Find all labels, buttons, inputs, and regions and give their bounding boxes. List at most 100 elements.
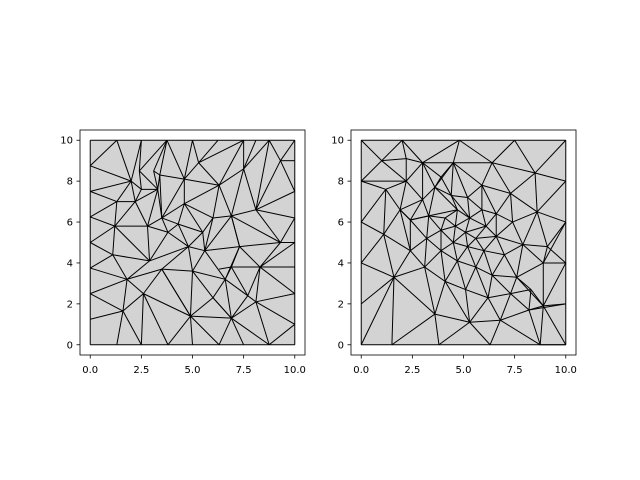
mesh-edge: [255, 209, 281, 243]
mesh-edge: [440, 225, 456, 231]
mesh-edge: [444, 217, 456, 227]
mesh-edge: [510, 293, 530, 311]
mesh-edge: [114, 201, 136, 227]
mesh-edge: [469, 321, 491, 346]
mesh-edge: [534, 172, 538, 212]
mesh-edge: [116, 180, 132, 202]
mesh-edge: [212, 185, 220, 219]
mesh-edge: [483, 236, 497, 252]
y-tick-label: 0: [338, 340, 344, 351]
mesh-edge: [255, 209, 295, 219]
mesh-edge: [122, 293, 144, 312]
mesh-edge: [424, 238, 428, 268]
mesh-edge: [539, 305, 544, 345]
mesh-edge: [465, 289, 471, 323]
mesh-edge: [218, 185, 232, 217]
mesh-edge: [90, 267, 128, 280]
mesh-edge: [230, 317, 245, 345]
mesh-edge: [239, 246, 261, 268]
mesh-edge: [422, 199, 430, 217]
mesh-edge: [452, 140, 460, 163]
mesh-edge: [126, 260, 150, 280]
mesh-edge: [426, 215, 430, 239]
mesh-edge: [112, 226, 116, 255]
mesh-edge: [487, 293, 511, 299]
mesh-edge: [444, 209, 458, 219]
x-tick-label: 5.0: [185, 365, 201, 376]
mesh-edge: [495, 236, 505, 255]
mesh-edge: [147, 217, 163, 227]
mesh-edge: [516, 262, 544, 278]
mesh-edge: [434, 176, 442, 188]
mesh-edge: [361, 180, 386, 190]
mesh-edge: [491, 274, 511, 294]
mesh-edge: [547, 246, 567, 264]
mesh-edge: [153, 140, 168, 172]
mesh-edge: [483, 250, 505, 256]
mesh-edge: [475, 225, 487, 239]
mesh-edge: [126, 268, 162, 280]
mesh-edge: [455, 225, 466, 233]
mesh-edge: [187, 246, 193, 272]
mesh-edge: [383, 189, 387, 235]
mesh-edge: [231, 301, 257, 319]
y-tick-label: 0: [67, 340, 73, 351]
mesh-edge: [89, 201, 118, 218]
mesh-edge: [481, 185, 497, 215]
mesh-edge: [224, 279, 232, 319]
mesh-edge: [231, 215, 281, 243]
mesh-edge: [381, 160, 407, 182]
mesh-edge: [212, 215, 232, 219]
y-tick-label: 4: [67, 258, 73, 269]
mesh-edge: [184, 203, 214, 219]
mesh-edge: [487, 275, 493, 298]
mesh-edge: [496, 235, 523, 246]
mesh-edge: [190, 315, 220, 346]
mesh-edge: [401, 139, 423, 164]
mesh-edge: [422, 162, 436, 188]
mesh-edge: [434, 281, 446, 315]
mesh-edge: [247, 295, 257, 303]
mesh-edge: [426, 229, 442, 239]
mesh-edge: [138, 170, 159, 190]
mesh-edge: [426, 238, 442, 252]
mesh-edge: [198, 139, 244, 164]
mesh-edge: [255, 190, 295, 211]
mesh-edge: [167, 315, 191, 346]
mesh-edge: [512, 221, 524, 245]
mesh-edge: [475, 266, 493, 276]
mesh-edge: [450, 195, 458, 210]
mesh-edge: [489, 320, 501, 345]
mesh-edge: [184, 184, 220, 205]
mesh-edge: [444, 281, 471, 323]
x-tick-label: 0.0: [82, 365, 98, 376]
mesh-edge: [90, 190, 117, 203]
mesh-edge: [422, 162, 442, 178]
mesh-edge: [192, 270, 226, 280]
mesh-edge: [444, 260, 458, 282]
mesh-edge: [204, 246, 240, 252]
mesh-edge: [385, 189, 401, 211]
mesh-edge: [360, 277, 395, 345]
mesh-edge: [360, 276, 395, 305]
mesh-edge: [428, 215, 446, 219]
mesh-edge: [434, 314, 440, 345]
mesh-edge: [440, 250, 458, 262]
mesh-edge: [465, 217, 471, 233]
mesh-edge: [401, 140, 407, 159]
mesh-edge: [467, 246, 485, 252]
mesh-edge: [434, 313, 470, 323]
mesh-edge: [455, 217, 470, 227]
mesh-edge: [422, 139, 460, 164]
mesh-edge: [157, 189, 163, 219]
mesh-edge: [161, 178, 185, 219]
mesh-edge: [192, 270, 214, 299]
mesh-edge: [161, 203, 185, 219]
mesh-edge: [467, 197, 483, 211]
mesh-edge: [542, 262, 567, 307]
y-tick-label: 6: [338, 218, 344, 229]
mesh-edge: [543, 303, 566, 307]
mesh-edge: [510, 192, 538, 213]
mesh-edge: [465, 266, 477, 290]
